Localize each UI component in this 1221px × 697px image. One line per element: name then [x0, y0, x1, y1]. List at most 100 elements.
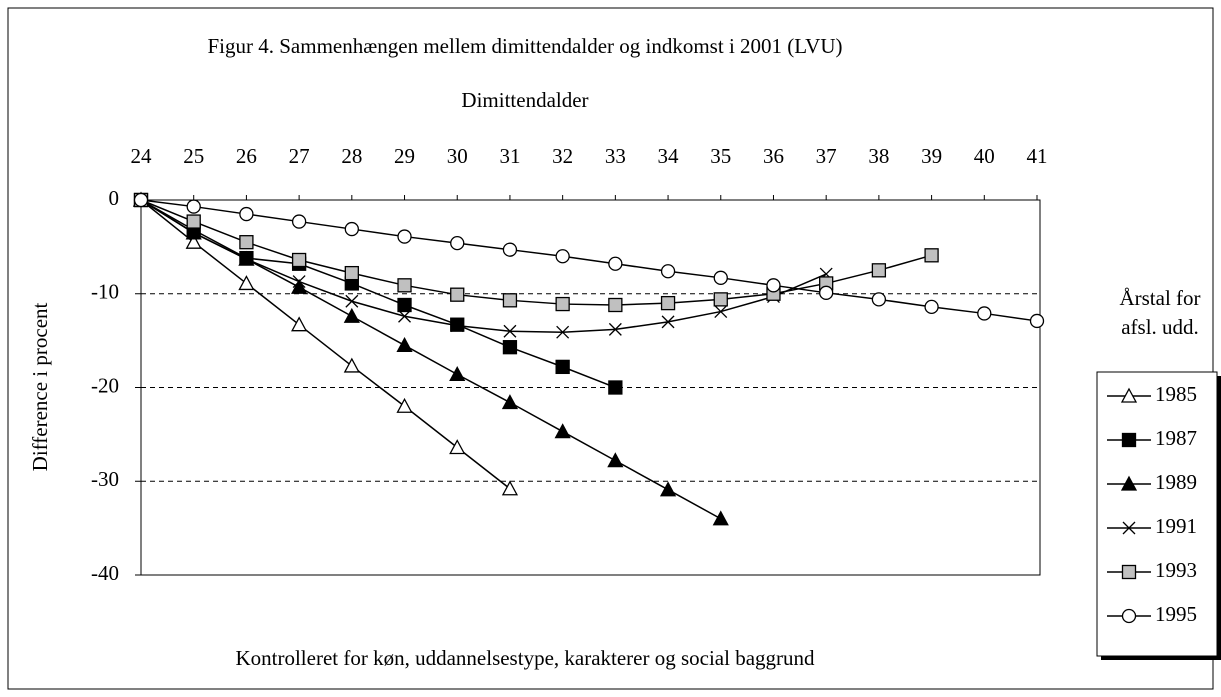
marker: [239, 252, 253, 266]
marker: [556, 325, 570, 339]
marker: [345, 294, 359, 308]
marker: [608, 256, 623, 271]
x-tick-label: 39: [921, 144, 942, 168]
y-tick-label: -10: [91, 280, 119, 304]
marker: [450, 319, 464, 333]
marker: [555, 249, 570, 264]
marker: [291, 252, 307, 268]
marker: [1120, 387, 1138, 403]
legend-label: 1987: [1155, 426, 1197, 450]
marker: [238, 275, 255, 291]
marker: [713, 292, 728, 307]
x-tick-label: 25: [183, 144, 204, 168]
marker: [396, 336, 413, 352]
marker: [343, 307, 360, 323]
marker: [502, 340, 518, 355]
marker: [449, 439, 466, 455]
legend-label: 1993: [1155, 558, 1197, 582]
marker: [661, 315, 675, 329]
marker: [291, 316, 308, 332]
marker: [1121, 564, 1137, 580]
x-tick-label: 35: [710, 144, 731, 168]
x-tick-label: 28: [341, 144, 362, 168]
marker: [185, 233, 202, 249]
legend-label: 1995: [1155, 602, 1197, 626]
series-line: [140, 199, 827, 333]
x-tick-label: 38: [868, 144, 889, 168]
marker: [239, 206, 254, 222]
marker: [766, 278, 781, 293]
marker: [503, 324, 517, 338]
y-tick-label: 0: [109, 186, 120, 210]
marker: [871, 292, 887, 307]
marker: [398, 309, 411, 323]
marker: [449, 366, 466, 382]
marker: [187, 226, 201, 240]
footnote: Kontrolleret for køn, uddannelsestype, k…: [235, 646, 815, 670]
marker: [924, 248, 939, 263]
x-tick-label: 27: [289, 144, 310, 168]
marker: [714, 305, 728, 319]
x-tick-label: 30: [447, 144, 468, 168]
x-tick-label: 36: [763, 144, 784, 168]
marker: [501, 394, 519, 410]
marker: [554, 423, 571, 439]
marker: [977, 306, 992, 321]
marker: [291, 214, 307, 229]
legend-title: Årstal for: [1119, 286, 1200, 310]
series-line: [140, 199, 616, 389]
x-axis-label: Dimittendalder: [461, 88, 588, 112]
x-tick-label: 26: [236, 144, 257, 168]
marker: [450, 287, 465, 302]
series-line: [140, 199, 1038, 322]
marker: [1121, 608, 1137, 624]
chart-title: Figur 4. Sammenhængen mellem dimittendal…: [208, 34, 843, 58]
marker: [344, 265, 359, 281]
x-tick-label: 24: [131, 144, 153, 168]
marker: [1121, 432, 1137, 448]
legend-box: [1096, 371, 1218, 657]
marker: [660, 264, 676, 279]
marker: [608, 322, 622, 336]
marker: [239, 235, 254, 250]
marker: [1122, 521, 1136, 535]
marker: [344, 221, 359, 237]
marker: [450, 235, 465, 251]
y-tick-label: -30: [91, 467, 119, 491]
marker: [186, 199, 201, 214]
chart-border: [7, 7, 1214, 690]
legend-label: 1985: [1155, 382, 1197, 406]
legend-label: 1989: [1155, 470, 1197, 494]
marker: [871, 263, 887, 278]
x-tick-label: 33: [605, 144, 626, 168]
marker: [292, 275, 306, 289]
x-tick-label: 31: [499, 144, 520, 168]
marker: [343, 357, 360, 373]
x-tick-label: 40: [974, 144, 995, 168]
marker: [660, 295, 676, 311]
series-line: [140, 199, 511, 490]
y-tick-label: -40: [91, 561, 119, 585]
marker: [502, 293, 518, 308]
marker: [608, 297, 623, 313]
marker: [397, 278, 412, 293]
x-tick-label: 29: [394, 144, 415, 168]
y-axis-label: Difference i procent: [28, 302, 52, 471]
marker: [501, 480, 519, 496]
marker: [712, 510, 729, 526]
marker: [608, 380, 623, 395]
x-tick-label: 34: [658, 144, 680, 168]
marker: [1120, 475, 1138, 491]
x-tick-label: 41: [1027, 144, 1048, 168]
marker: [713, 270, 728, 285]
y-tick-label: -20: [91, 373, 119, 397]
marker: [133, 192, 149, 208]
marker: [819, 285, 834, 300]
x-tick-label: 37: [816, 144, 837, 168]
legend-title: afsl. udd.: [1121, 315, 1199, 339]
marker: [555, 296, 570, 312]
legend-label: 1991: [1155, 514, 1197, 538]
marker: [555, 359, 570, 375]
marker: [397, 229, 412, 244]
marker: [291, 278, 308, 294]
